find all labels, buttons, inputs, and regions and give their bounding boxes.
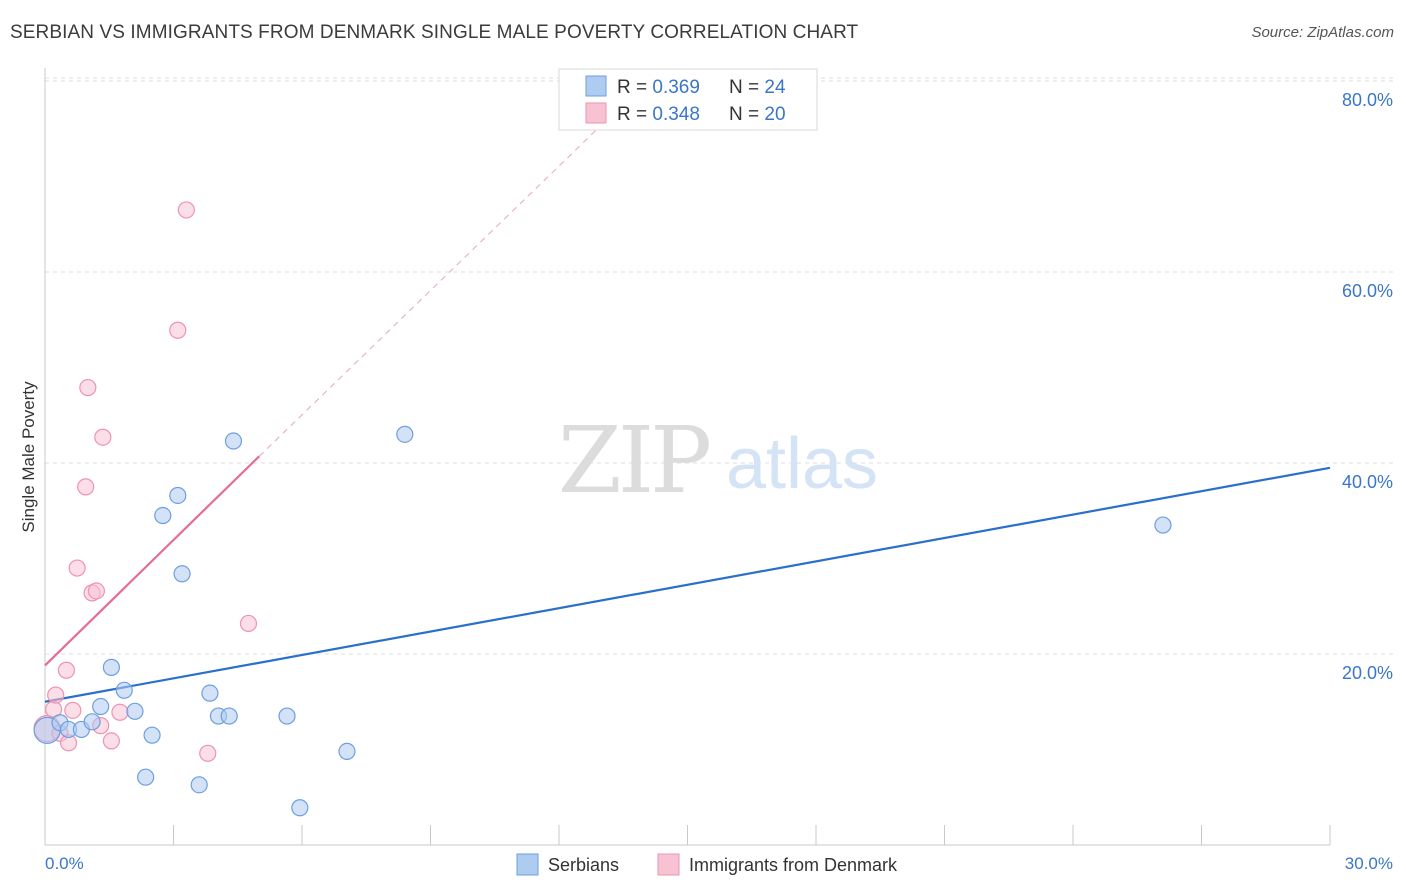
svg-text:R = 0.369: R = 0.369 [617, 77, 700, 98]
x-ticks [44, 825, 1331, 845]
data-point-denmark [169, 321, 187, 339]
data-point-serbians [220, 707, 238, 725]
data-point-serbians [338, 742, 356, 761]
data-point-serbians [396, 425, 414, 443]
n-value-2: 20 [764, 104, 785, 125]
trend-line-denmark [44, 455, 260, 667]
gridlines [45, 77, 1393, 655]
data-point-serbians [224, 432, 243, 450]
data-point-serbians [201, 684, 219, 702]
y-tick-label: 20.0% [1342, 663, 1393, 683]
data-point-denmark [177, 201, 195, 219]
svg-text:N = 24: N = 24 [729, 77, 786, 98]
data-point-serbians [102, 658, 120, 676]
data-point-denmark [111, 703, 129, 721]
r-value-1: 0.369 [652, 77, 700, 98]
data-point-serbians [137, 768, 155, 786]
y-tick-label: 40.0% [1342, 472, 1393, 492]
data-point-serbians [291, 799, 309, 817]
data-point-serbians [154, 506, 172, 525]
data-point-denmark [68, 559, 86, 577]
data-point-serbians [83, 713, 101, 731]
data-point-serbians [278, 707, 296, 725]
r-label-2: R = [617, 104, 652, 125]
data-point-denmark [239, 614, 258, 633]
trend-line-denmark-extension [258, 115, 611, 457]
series-serbians-points [33, 425, 1172, 817]
bottom-legend: Serbians Immigrants from Denmark [516, 853, 898, 876]
data-point-denmark [102, 732, 120, 750]
svg-text:N = 20: N = 20 [729, 104, 786, 125]
legend-label-serbians: Serbians [548, 855, 619, 875]
data-point-serbians [143, 726, 161, 744]
data-point-denmark [57, 661, 76, 679]
trend-line-serbians [44, 466, 1331, 703]
chart-title: SERBIAN VS IMMIGRANTS FROM DENMARK SINGL… [10, 22, 859, 43]
y-tick-label: 60.0% [1342, 281, 1393, 301]
data-point-serbians [190, 776, 208, 794]
watermark-atlas: atlas [726, 424, 878, 504]
data-point-serbians [1154, 516, 1172, 534]
r-label-1: R = [617, 77, 652, 98]
x-tick-label-max: 30.0% [1345, 854, 1393, 873]
watermark-zip: ZIP [558, 407, 709, 514]
data-point-serbians [173, 565, 191, 583]
legend-swatch-serbians [516, 853, 539, 876]
source-label: Source: ZipAtlas.com [1251, 24, 1394, 41]
data-point-denmark [77, 478, 95, 496]
n-label-1: N = [729, 77, 764, 98]
data-point-denmark [64, 701, 82, 719]
data-point-denmark [199, 744, 217, 762]
stats-legend-swatch-denmark [585, 102, 607, 124]
legend-swatch-denmark [657, 853, 680, 876]
data-point-serbians [126, 702, 144, 720]
stats-legend-swatch-serbians [585, 75, 607, 97]
data-point-serbians [92, 697, 110, 716]
n-label-2: N = [729, 104, 764, 125]
data-point-serbians [169, 486, 187, 505]
x-tick-label-min: 0.0% [45, 854, 84, 873]
n-value-1: 24 [764, 77, 786, 98]
y-axis-title: Single Male Poverty [19, 381, 38, 533]
y-tick-labels: 20.0% 40.0% 60.0% 80.0% [1342, 90, 1393, 683]
data-point-denmark [87, 582, 106, 600]
svg-text:R = 0.348: R = 0.348 [617, 104, 700, 125]
series-denmark-points [33, 201, 258, 762]
stats-legend: R = 0.369 N = 24 R = 0.348 N = 20 [558, 68, 818, 131]
trend-lines [44, 115, 1331, 703]
legend-label-denmark: Immigrants from Denmark [689, 855, 898, 875]
r-value-2: 0.348 [652, 104, 700, 125]
data-point-denmark [79, 378, 97, 397]
data-point-denmark [47, 686, 65, 704]
data-point-denmark [94, 428, 112, 446]
data-point-serbians [115, 681, 133, 699]
y-tick-label: 80.0% [1342, 90, 1393, 110]
